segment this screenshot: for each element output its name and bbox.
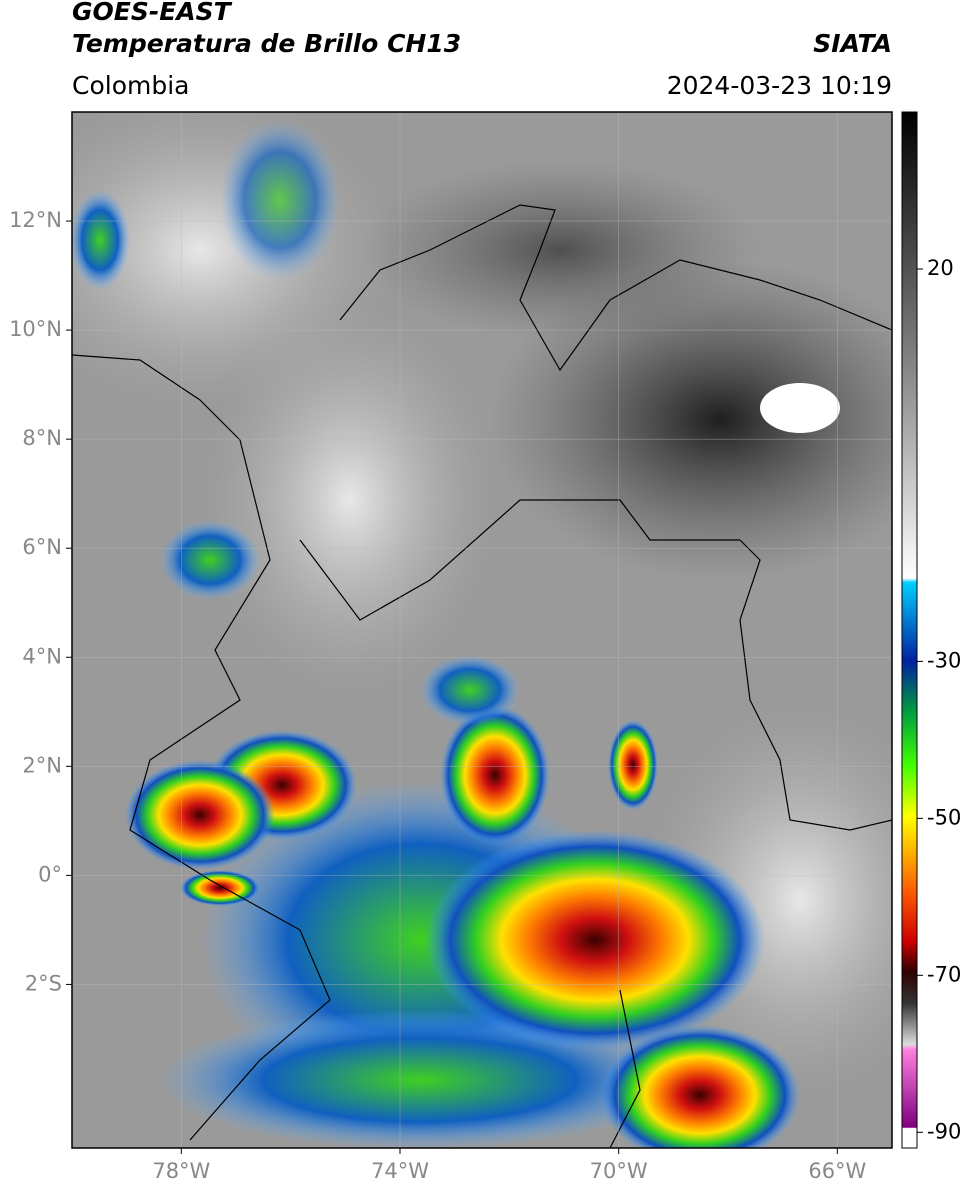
lat-tick-label: 10°N <box>9 317 62 341</box>
colorbar-tick-label: -70 <box>927 962 961 986</box>
source: SIATA <box>813 29 892 58</box>
borders <box>72 204 892 1148</box>
dry-region <box>360 160 760 340</box>
satellite-image <box>72 112 892 1148</box>
lat-tick-label: 8°N <box>22 426 62 450</box>
storm <box>425 830 765 1050</box>
lon-tick-label: 74°W <box>371 1159 429 1183</box>
lon-tick-label: 78°W <box>152 1159 210 1183</box>
colorbar-tick-label: -30 <box>927 648 961 672</box>
lat-tick-label: 12°N <box>9 208 62 232</box>
datetime: 2024-03-23 10:19 <box>667 71 892 100</box>
storm <box>440 705 550 845</box>
lat-tick-label: 2°S <box>25 971 62 995</box>
lon-tick-label: 70°W <box>590 1159 648 1183</box>
title: GOES-EAST <box>72 0 233 26</box>
lon-tick-label: 66°W <box>808 1159 866 1183</box>
axes: 12°N 10°N 8°N 6°N 4°N 2°N 0° 2°S 78°W 74°W 70°W 66°… <box>9 112 961 1183</box>
convection <box>72 190 130 290</box>
storm <box>125 760 275 870</box>
cloud <box>200 300 500 700</box>
colorbar-tick-label: -50 <box>927 805 961 829</box>
convection <box>220 120 340 280</box>
map-frame <box>71 111 893 1149</box>
lat-tick-label: 4°N <box>22 644 62 668</box>
colorbar <box>901 111 918 1149</box>
lat-tick-label: 2°N <box>22 753 62 777</box>
colorbar-tick-label: -90 <box>927 1119 961 1143</box>
region: Colombia <box>72 71 189 100</box>
convection <box>160 520 260 600</box>
lat-tick-label: 0° <box>38 862 62 886</box>
storm <box>600 1025 800 1148</box>
subtitle: Temperatura de Brillo CH13 <box>72 29 461 58</box>
convection <box>420 655 520 725</box>
lat-tick-label: 6°N <box>22 535 62 559</box>
colorbar-tick-label: 20 <box>927 256 954 280</box>
warm-patch <box>760 383 840 433</box>
storm <box>608 720 658 810</box>
